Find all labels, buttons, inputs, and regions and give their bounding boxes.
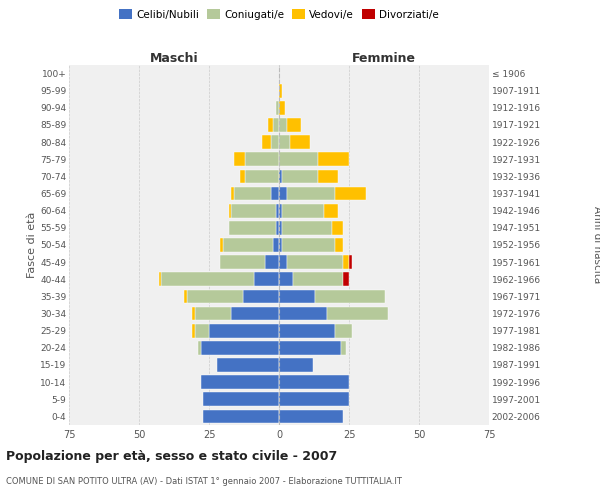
Bar	[268, 118, 274, 132]
Bar	[282, 221, 332, 234]
Bar	[254, 272, 279, 286]
Bar	[335, 186, 366, 200]
Bar	[192, 324, 195, 338]
Bar	[184, 290, 187, 304]
Bar	[287, 186, 335, 200]
Bar	[279, 392, 349, 406]
Bar	[220, 238, 223, 252]
Bar	[234, 152, 245, 166]
Bar	[318, 152, 349, 166]
Bar	[274, 238, 279, 252]
Bar	[245, 170, 279, 183]
Bar	[324, 204, 338, 218]
Bar	[279, 101, 284, 114]
Bar	[279, 136, 290, 149]
Bar	[234, 186, 271, 200]
Bar	[279, 170, 282, 183]
Bar	[232, 306, 279, 320]
Text: Femmine: Femmine	[352, 52, 416, 65]
Bar	[203, 410, 279, 424]
Bar	[287, 256, 343, 269]
Bar	[187, 290, 242, 304]
Bar	[203, 392, 279, 406]
Bar	[279, 84, 282, 98]
Bar	[245, 152, 279, 166]
Bar	[220, 256, 265, 269]
Bar	[335, 324, 352, 338]
Y-axis label: Fasce di età: Fasce di età	[27, 212, 37, 278]
Bar	[274, 118, 279, 132]
Bar	[293, 272, 343, 286]
Text: Popolazione per età, sesso e stato civile - 2007: Popolazione per età, sesso e stato civil…	[6, 450, 337, 463]
Bar	[276, 221, 279, 234]
Bar	[279, 221, 282, 234]
Bar	[276, 101, 279, 114]
Bar	[279, 186, 287, 200]
Bar	[316, 290, 385, 304]
Text: COMUNE DI SAN POTITO ULTRA (AV) - Dati ISTAT 1° gennaio 2007 - Elaborazione TUTT: COMUNE DI SAN POTITO ULTRA (AV) - Dati I…	[6, 478, 402, 486]
Bar	[265, 256, 279, 269]
Bar	[192, 306, 195, 320]
Bar	[279, 152, 318, 166]
Bar	[343, 256, 349, 269]
Bar	[349, 256, 352, 269]
Bar	[279, 118, 287, 132]
Bar	[240, 170, 245, 183]
Bar	[287, 118, 301, 132]
Bar	[279, 290, 316, 304]
Bar	[276, 204, 279, 218]
Bar	[343, 272, 349, 286]
Bar	[282, 238, 335, 252]
Bar	[332, 221, 343, 234]
Bar	[326, 306, 388, 320]
Bar	[232, 204, 276, 218]
Bar	[195, 324, 209, 338]
Bar	[158, 272, 161, 286]
Bar	[290, 136, 310, 149]
Bar	[217, 358, 279, 372]
Text: Maschi: Maschi	[149, 52, 199, 65]
Bar	[279, 324, 335, 338]
Bar	[200, 341, 279, 354]
Bar	[279, 204, 282, 218]
Bar	[279, 256, 287, 269]
Bar	[229, 221, 276, 234]
Bar	[282, 204, 324, 218]
Bar	[279, 306, 326, 320]
Bar	[195, 306, 232, 320]
Bar	[279, 238, 282, 252]
Bar	[279, 272, 293, 286]
Legend: Celibi/Nubili, Coniugati/e, Vedovi/e, Divorziati/e: Celibi/Nubili, Coniugati/e, Vedovi/e, Di…	[115, 5, 443, 24]
Text: Anni di nascita: Anni di nascita	[592, 206, 600, 284]
Bar	[242, 290, 279, 304]
Bar	[341, 341, 346, 354]
Bar	[318, 170, 338, 183]
Bar	[271, 186, 279, 200]
Bar	[229, 204, 232, 218]
Bar	[279, 376, 349, 389]
Bar	[232, 186, 234, 200]
Bar	[262, 136, 271, 149]
Bar	[209, 324, 279, 338]
Bar	[335, 238, 343, 252]
Bar	[200, 376, 279, 389]
Bar	[223, 238, 274, 252]
Bar	[279, 341, 341, 354]
Bar	[279, 410, 343, 424]
Bar	[198, 341, 200, 354]
Bar	[279, 358, 313, 372]
Bar	[282, 170, 318, 183]
Bar	[271, 136, 279, 149]
Bar	[161, 272, 254, 286]
